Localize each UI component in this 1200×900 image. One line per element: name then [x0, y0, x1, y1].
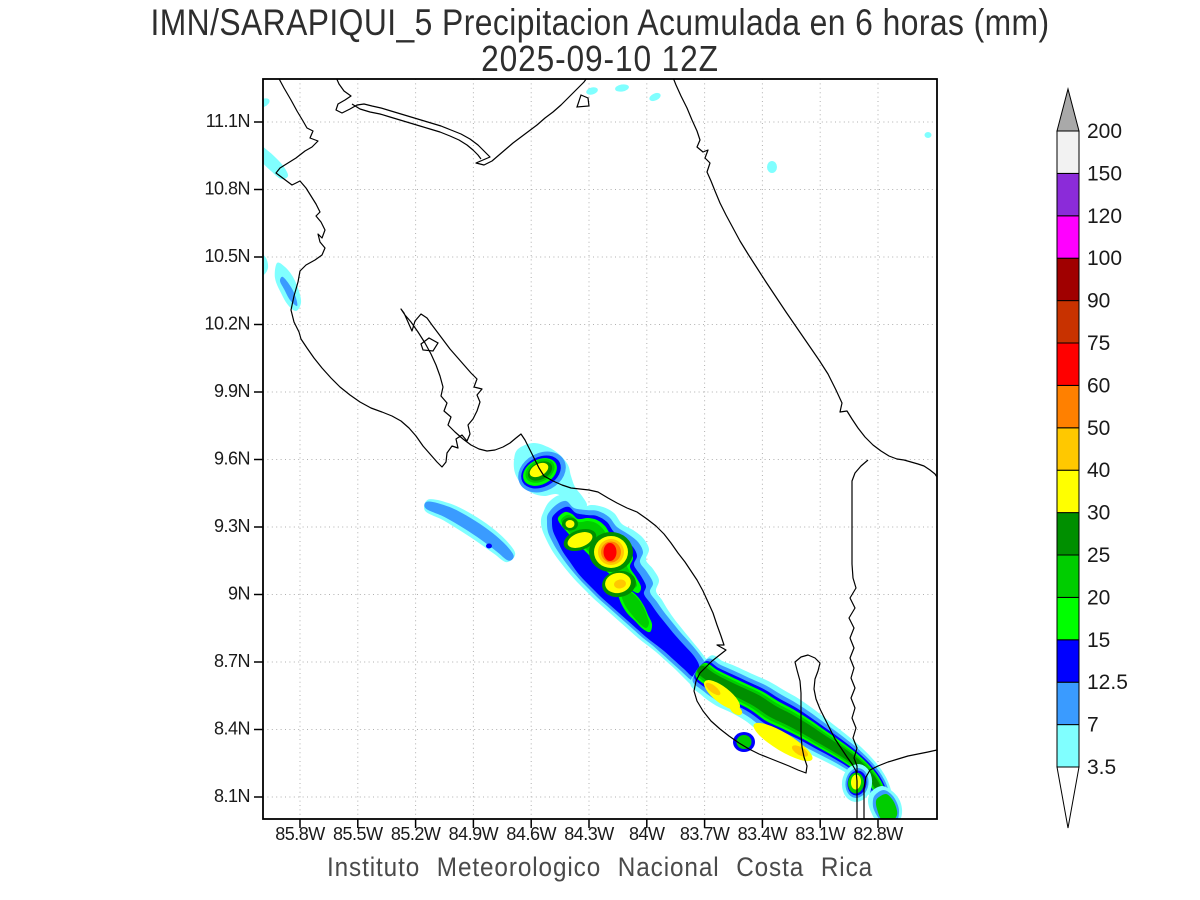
precip-cell	[486, 543, 492, 549]
lon-label: 84.9W	[449, 824, 499, 844]
colorbar-label: 75	[1087, 332, 1110, 355]
lon-label: 82.8W	[853, 824, 903, 844]
coastline-path	[335, 79, 587, 166]
colorbar-segment	[1056, 554, 1080, 598]
lon-label: 85.5W	[333, 824, 383, 844]
precip-cell	[729, 704, 743, 716]
colorbar-label: 15	[1087, 629, 1110, 652]
precip-cell	[586, 87, 598, 95]
colorbar-segment	[1056, 257, 1080, 302]
colorbar-label: 40	[1087, 459, 1110, 482]
colorbar-label: 120	[1087, 205, 1122, 228]
coastline	[275, 79, 937, 819]
colorbar-label: 3.5	[1087, 756, 1116, 779]
precipitation-shading	[263, 84, 932, 819]
colorbar-label: 25	[1087, 544, 1110, 567]
colorbar-label: 30	[1087, 502, 1110, 525]
colorbar-segment	[1056, 681, 1080, 726]
page-title: IMN/SARAPIQUI_5 Precipitacion Acumulada …	[150, 2, 1050, 43]
lat-label: 8.7N	[214, 651, 250, 671]
colorbar-label: 60	[1087, 374, 1110, 397]
island-outline	[420, 337, 439, 352]
coastline-path	[848, 459, 869, 773]
colorbar-segment	[1056, 596, 1080, 641]
colorbar-label: 12.5	[1087, 671, 1128, 694]
colorbar-segment	[1056, 172, 1080, 217]
colorbar-segment	[1056, 512, 1080, 556]
lon-label: 83.4W	[738, 824, 788, 844]
coastline-path	[672, 79, 937, 478]
precip-cell	[649, 92, 661, 102]
lat-label: 10.8N	[204, 179, 250, 199]
lat-label: 9.3N	[214, 516, 250, 536]
footer-caption: Instituto Meteorologico Nacional Costa R…	[326, 852, 874, 882]
precip-cell	[263, 98, 270, 108]
precip-cell	[736, 735, 752, 749]
precip-cell	[529, 462, 549, 478]
precip-cell	[791, 745, 809, 757]
grid-lines	[263, 79, 937, 819]
lon-label: 83.1W	[795, 824, 845, 844]
colorbar-segment	[1056, 384, 1080, 429]
colorbar-labels: 3.5 7 12.5 15 20 25 30 40 50 60 75 90 100 120 150 200	[1087, 120, 1128, 779]
colorbar-segment	[1056, 130, 1080, 174]
coastline-path	[275, 79, 937, 819]
lat-label: 11.1N	[206, 111, 250, 131]
colorbar-segment	[1056, 300, 1080, 344]
precip-cell	[705, 682, 721, 696]
lon-label: 84W	[629, 824, 665, 844]
colorbar-label: 50	[1087, 417, 1110, 440]
precip-cell	[767, 161, 777, 173]
lat-axis-labels: 11.1N 10.8N 10.5N 10.2N 9.9N 9.6N 9.3N 9N 8.7N 8.…	[204, 111, 250, 806]
coastline-path	[351, 103, 482, 160]
colorbar-label: 20	[1087, 586, 1110, 609]
page-subtitle: 2025-09-10 12Z	[481, 38, 719, 79]
precip-cell	[614, 579, 626, 589]
lon-label: 84.6W	[506, 824, 556, 844]
colorbar-segment	[1056, 427, 1080, 471]
lat-label: 9N	[228, 584, 250, 604]
precip-cell	[850, 774, 862, 790]
lon-label: 85.8W	[275, 824, 325, 844]
lat-label: 10.5N	[204, 246, 250, 266]
lon-label: 84.3W	[564, 824, 614, 844]
lat-label: 8.4N	[214, 719, 250, 739]
lat-label: 8.1N	[214, 786, 250, 806]
lat-label: 9.9N	[214, 381, 250, 401]
precip-band	[697, 665, 884, 810]
colorbar-label: 7	[1087, 714, 1099, 737]
colorbar-segment	[1056, 342, 1080, 386]
lon-axis-labels: 85.8W 85.5W 85.2W 84.9W 84.6W 84.3W 84W 83.7W 83…	[275, 824, 904, 844]
lat-label: 9.6N	[214, 449, 250, 469]
precip-cell	[565, 520, 575, 528]
precip-cell	[615, 84, 629, 92]
precip-cell	[567, 532, 593, 548]
colorbar-label: 90	[1087, 290, 1110, 313]
precip-area	[875, 793, 898, 819]
lon-label: 85.2W	[391, 824, 441, 844]
colorbar-label: 100	[1087, 247, 1122, 270]
colorbar	[1056, 87, 1080, 829]
map-frame	[262, 78, 938, 820]
colorbar-under-arrow	[1056, 766, 1080, 829]
precip-area	[620, 587, 650, 628]
colorbar-segment	[1056, 639, 1080, 683]
precip-band	[424, 501, 514, 561]
precip-area	[263, 146, 289, 180]
colorbar-label: 200	[1087, 120, 1122, 143]
lat-label: 10.2N	[204, 314, 250, 334]
precip-cell	[924, 132, 932, 138]
island-outline	[576, 94, 590, 108]
colorbar-segment	[1056, 215, 1080, 259]
colorbar-segment	[1056, 469, 1080, 514]
axis-ticks	[254, 121, 879, 828]
precip-cell	[603, 543, 617, 561]
colorbar-over-arrow	[1056, 87, 1080, 132]
colorbar-label: 150	[1087, 162, 1122, 185]
lon-label: 83.7W	[680, 824, 730, 844]
colorbar-segment	[1056, 724, 1080, 768]
precip-area	[263, 254, 269, 275]
